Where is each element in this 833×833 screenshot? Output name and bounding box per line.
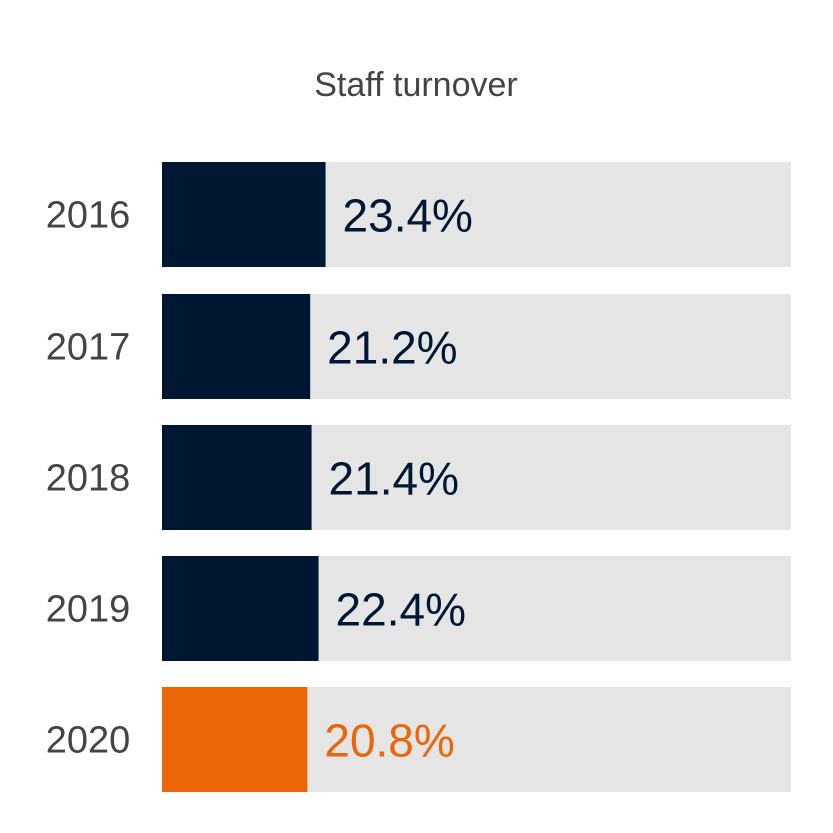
year-label-2017: 2017 — [46, 327, 131, 369]
bars-layer: 2016 23.4% 2017 21.2% 2018 21.4% 2019 22.4% 2020… — [46, 162, 791, 792]
year-label-2019: 2019 — [46, 589, 131, 631]
bar-2017 — [162, 294, 311, 399]
year-label-2018: 2018 — [46, 458, 131, 500]
bar-2016 — [162, 162, 326, 267]
chart-title: Staff turnover — [314, 66, 518, 104]
value-label-2016: 23.4% — [343, 190, 473, 242]
value-label-2018: 21.4% — [329, 453, 459, 505]
year-label-2020: 2020 — [46, 720, 131, 762]
bar-2018 — [162, 425, 312, 530]
value-label-2019: 22.4% — [336, 584, 466, 636]
value-label-2020: 20.8% — [324, 715, 454, 767]
bar-2019 — [162, 556, 319, 661]
year-label-2016: 2016 — [46, 195, 131, 237]
bar-2020 — [162, 687, 308, 792]
value-label-2017: 21.2% — [327, 322, 457, 374]
